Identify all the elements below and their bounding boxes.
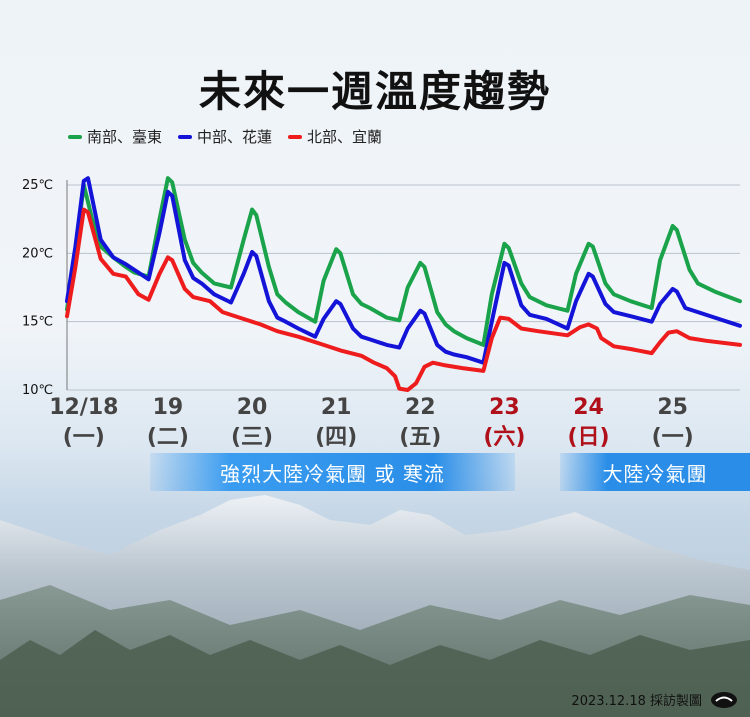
x-date-label-3: 21 <box>321 395 352 420</box>
x-date-label-4: 22 <box>405 395 436 420</box>
x-date-label-5: 23 <box>489 395 520 420</box>
x-weekday-label-6: (日) <box>568 425 610 450</box>
x-weekday-label-3: (四) <box>315 425 357 450</box>
logo-icon <box>711 691 737 708</box>
y-tick-label-10: 10℃ <box>22 383 53 398</box>
chart-title: 未來一週溫度趨勢 <box>198 67 551 116</box>
foreground-trees <box>0 630 750 717</box>
cold-wave-band: 強烈大陸冷氣團 或 寒流 <box>150 453 515 491</box>
legend-label-north: 北部、宜蘭 <box>307 128 383 146</box>
x-date-label-6: 24 <box>573 395 604 420</box>
cold-air-mass-label: 大陸冷氣團 <box>602 461 708 486</box>
x-date-label-2: 20 <box>237 395 268 420</box>
legend: 南部、臺東 中部、花蓮 北部、宜蘭 <box>68 126 382 147</box>
legend-item-central: 中部、花蓮 <box>178 126 272 147</box>
legend-label-central: 中部、花蓮 <box>197 128 273 146</box>
x-weekday-label-2: (三) <box>231 425 273 450</box>
cold-wave-label: 強烈大陸冷氣團 或 寒流 <box>220 461 445 486</box>
series-line-1 <box>65 176 742 365</box>
legend-item-south: 南部、臺東 <box>68 126 162 147</box>
series-line-0 <box>65 176 742 347</box>
y-tick-label-15: 15℃ <box>22 315 53 330</box>
legend-swatch-south <box>68 134 82 139</box>
x-weekday-label-7: (一) <box>652 425 694 450</box>
cold-air-mass-band: 大陸冷氣團 <box>560 453 750 491</box>
temperature-chart: 10℃ 15℃ 20℃ 25℃ 12/18 (一) 19 (二) 20 (三) 21 (四) 22 (五)… <box>22 176 742 450</box>
credit-text: 2023.12.18 採訪製圖 <box>571 694 702 709</box>
legend-swatch-north <box>288 134 303 139</box>
x-date-label-0: 12/18 <box>49 395 118 420</box>
legend-swatch-central <box>178 134 193 139</box>
x-weekday-label-0: (一) <box>63 425 105 450</box>
legend-label-south: 南部、臺東 <box>87 128 163 146</box>
x-date-label-1: 19 <box>153 395 184 420</box>
x-date-label-7: 25 <box>657 395 688 420</box>
y-tick-label-20: 20℃ <box>22 246 53 261</box>
x-weekday-label-4: (五) <box>399 425 441 450</box>
x-weekday-label-5: (六) <box>483 425 525 450</box>
legend-item-north: 北部、宜蘭 <box>288 126 382 147</box>
series-line-2 <box>65 207 742 392</box>
x-weekday-label-1: (二) <box>147 425 189 450</box>
credit: 2023.12.18 採訪製圖 <box>571 690 738 709</box>
y-tick-label-25: 25℃ <box>22 178 53 193</box>
